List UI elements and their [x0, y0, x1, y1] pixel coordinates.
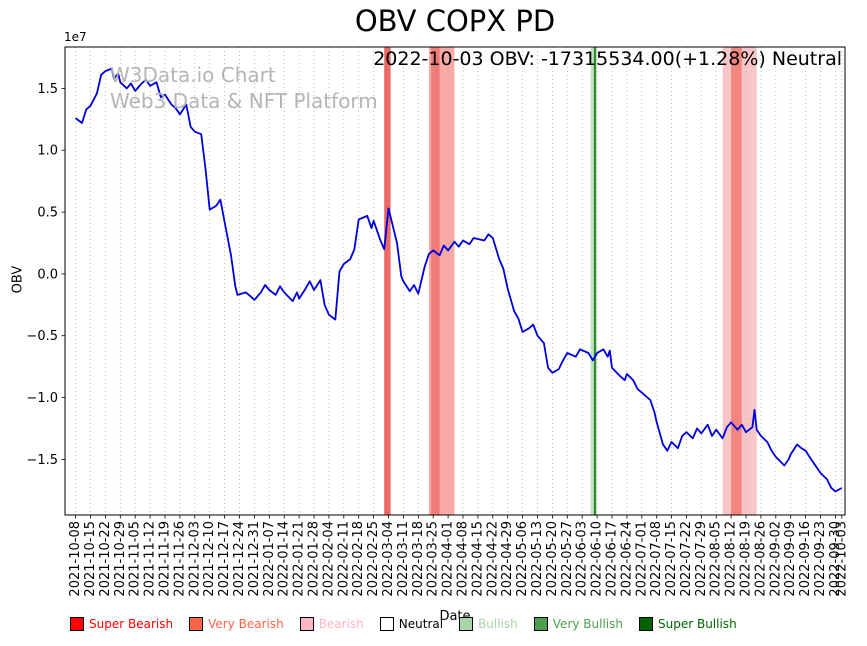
svg-text:2021-12-17: 2021-12-17: [217, 521, 232, 597]
svg-text:2022-01-21: 2022-01-21: [292, 521, 307, 597]
svg-text:−0.5: −0.5: [26, 329, 58, 344]
svg-text:1.5: 1.5: [37, 82, 58, 97]
x-tick-marks: [75, 515, 843, 519]
legend-item-very-bearish: Very Bearish: [189, 617, 284, 631]
legend-item-very-bullish: Very Bullish: [533, 617, 623, 631]
svg-text:−1.5: −1.5: [26, 453, 58, 468]
svg-text:2022-01-07: 2022-01-07: [262, 521, 277, 597]
svg-text:2022-08-12: 2022-08-12: [724, 521, 739, 597]
svg-text:2022-02-25: 2022-02-25: [366, 521, 381, 597]
latest-obv-annotation: 2022-10-03 OBV: -17315534.00(+1.28%) Neu…: [373, 48, 842, 70]
legend-label: Super Bearish: [89, 617, 174, 631]
svg-text:2022-04-22: 2022-04-22: [485, 521, 500, 597]
svg-text:2022-09-09: 2022-09-09: [783, 521, 798, 597]
obv-series-line: [75, 67, 843, 493]
svg-text:2022-03-25: 2022-03-25: [426, 521, 441, 597]
svg-text:2021-11-12: 2021-11-12: [143, 521, 158, 597]
svg-text:2022-05-06: 2022-05-06: [515, 521, 530, 597]
svg-text:2022-03-04: 2022-03-04: [381, 521, 396, 597]
svg-text:2022-06-24: 2022-06-24: [619, 521, 634, 597]
legend-swatch: [189, 617, 204, 631]
svg-text:2022-09-16: 2022-09-16: [798, 521, 813, 597]
svg-text:2021-11-19: 2021-11-19: [158, 521, 173, 597]
svg-text:2022-04-29: 2022-04-29: [500, 521, 515, 597]
svg-text:2022-02-18: 2022-02-18: [351, 521, 366, 597]
svg-text:2021-12-10: 2021-12-10: [202, 521, 217, 597]
svg-text:2021-10-22: 2021-10-22: [98, 521, 113, 597]
svg-text:1.0: 1.0: [37, 144, 58, 159]
legend-label: Bearish: [318, 617, 364, 631]
svg-text:2021-11-26: 2021-11-26: [172, 521, 187, 597]
legend-item-bullish: Bullish: [459, 617, 518, 631]
svg-text:2022-07-15: 2022-07-15: [664, 521, 679, 597]
legend-item-neutral: Neutral: [379, 617, 444, 631]
svg-text:2022-02-04: 2022-02-04: [321, 521, 336, 597]
legend-swatch: [459, 617, 474, 631]
svg-text:2022-08-05: 2022-08-05: [709, 521, 724, 597]
legend-label: Bullish: [478, 617, 518, 631]
svg-text:2021-12-24: 2021-12-24: [232, 521, 247, 597]
svg-text:2022-09-02: 2022-09-02: [768, 521, 783, 597]
y-axis-offset-text: 1e7: [64, 30, 87, 44]
watermark: W3Data.io Chart Web3 Data & NFT Platform: [110, 62, 378, 114]
svg-text:2022-05-27: 2022-05-27: [560, 521, 575, 597]
svg-text:2022-08-26: 2022-08-26: [753, 521, 768, 597]
svg-text:2022-06-10: 2022-06-10: [590, 521, 605, 597]
svg-text:−1.0: −1.0: [26, 391, 58, 406]
svg-text:2022-07-01: 2022-07-01: [634, 521, 649, 597]
svg-text:2022-07-22: 2022-07-22: [679, 521, 694, 597]
legend-swatch: [299, 617, 314, 631]
svg-text:2021-10-08: 2021-10-08: [68, 521, 83, 597]
svg-text:2022-06-17: 2022-06-17: [605, 521, 620, 597]
legend-label: Very Bearish: [208, 617, 284, 631]
svg-text:2022-01-14: 2022-01-14: [277, 521, 292, 597]
watermark-line2: Web3 Data & NFT Platform: [110, 89, 378, 113]
legend-item-super-bullish: Super Bullish: [639, 617, 737, 631]
signal-lines: [593, 47, 596, 515]
legend-label: Neutral: [398, 617, 444, 631]
svg-text:2021-10-29: 2021-10-29: [113, 521, 128, 597]
svg-text:2022-07-29: 2022-07-29: [694, 521, 709, 597]
svg-text:2022-08-19: 2022-08-19: [739, 521, 754, 597]
svg-text:2022-07-08: 2022-07-08: [649, 521, 664, 597]
svg-text:2021-12-03: 2021-12-03: [187, 521, 202, 597]
watermark-line1: W3Data.io Chart: [110, 63, 276, 87]
y-axis-label: OBV: [10, 265, 26, 294]
legend-swatch: [379, 617, 394, 631]
x-tick-labels: 2021-10-08 2021-10-15 2021-10-22 2021-10-29…: [68, 521, 849, 597]
legend-label: Very Bullish: [552, 617, 623, 631]
svg-text:2022-05-20: 2022-05-20: [545, 521, 560, 597]
legend-item-bearish: Bearish: [299, 617, 364, 631]
svg-text:0.0: 0.0: [37, 267, 58, 282]
svg-text:2022-05-13: 2022-05-13: [530, 521, 545, 597]
chart-title: OBV COPX PD: [354, 4, 556, 38]
svg-text:2022-04-01: 2022-04-01: [441, 521, 456, 597]
svg-text:2022-04-15: 2022-04-15: [470, 521, 485, 597]
legend-label: Super Bullish: [658, 617, 737, 631]
svg-text:2022-04-08: 2022-04-08: [456, 521, 471, 597]
svg-text:2022-10-03: 2022-10-03: [834, 521, 849, 597]
svg-text:2022-03-18: 2022-03-18: [411, 521, 426, 597]
svg-text:2022-03-11: 2022-03-11: [396, 521, 411, 597]
legend-item-super-bearish: Super Bearish: [70, 617, 173, 631]
svg-text:2022-09-23: 2022-09-23: [813, 521, 828, 597]
y-ticks: −1.5 −1.0 −0.5 0.0 0.5 1.0 1.5: [26, 82, 65, 468]
legend-swatch: [639, 617, 653, 631]
svg-text:2021-11-05: 2021-11-05: [128, 521, 143, 597]
svg-text:2021-12-31: 2021-12-31: [247, 521, 262, 597]
plot-frame: [64, 46, 846, 516]
legend-swatch: [70, 617, 84, 631]
svg-text:2022-01-28: 2022-01-28: [307, 521, 322, 597]
svg-text:2021-10-15: 2021-10-15: [83, 521, 98, 597]
svg-text:2022-06-03: 2022-06-03: [575, 521, 590, 597]
signal-bands: [384, 47, 757, 515]
svg-text:2022-09-30: 2022-09-30: [828, 521, 843, 597]
signal-legend: Super Bearish Very Bearish Bearish Neutral B…: [70, 617, 737, 631]
legend-swatch: [533, 617, 548, 631]
svg-text:2022-02-11: 2022-02-11: [336, 521, 351, 597]
svg-text:0.5: 0.5: [37, 206, 58, 221]
